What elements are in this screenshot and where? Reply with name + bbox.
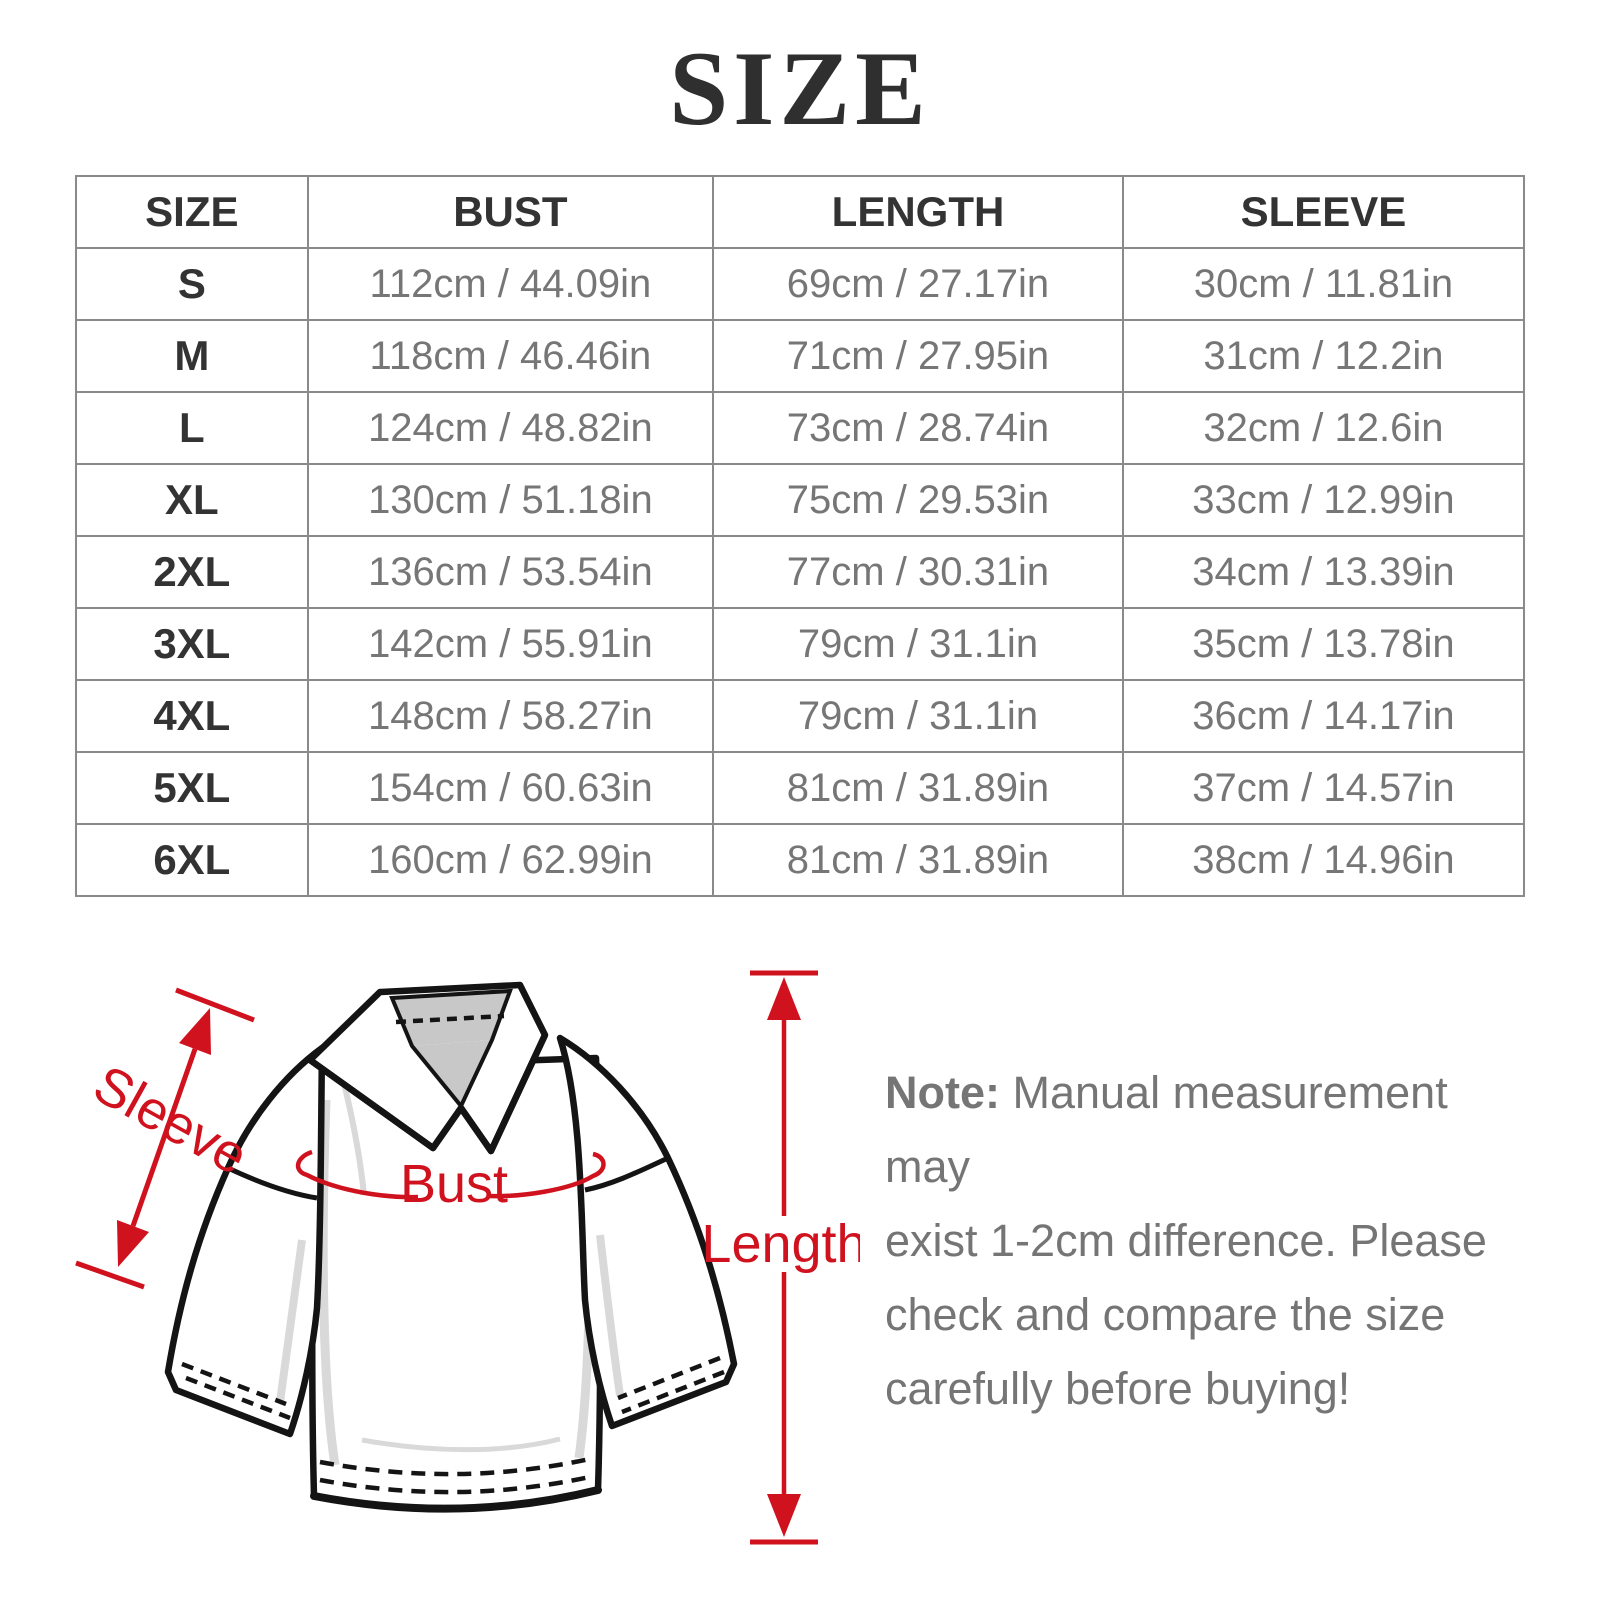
cell-bust: 118cm / 46.46in [306,319,715,393]
table-row: M 118cm / 46.46in 71cm / 27.95in 31cm / … [75,319,1526,393]
cell-size: 4XL [75,679,309,753]
shirt-left-sleeve [164,1044,326,1438]
length-measure-arrow [750,970,818,1545]
cell-bust: 160cm / 62.99in [306,823,715,897]
cell-sleeve: 35cm / 13.78in [1121,607,1526,681]
table-row: XL 130cm / 51.18in 75cm / 29.53in 33cm /… [75,463,1526,537]
column-header-sleeve: SLEEVE [1121,175,1526,249]
cell-length: 79cm / 31.1in [712,607,1124,681]
table-row: S 112cm / 44.09in 69cm / 27.17in 30cm / … [75,247,1526,321]
cell-length: 77cm / 30.31in [712,535,1124,609]
column-header-bust: BUST [306,175,715,249]
shirt-body [309,1054,604,1513]
sleeve-measure-arrow [75,987,255,1290]
cell-bust: 130cm / 51.18in [306,463,715,537]
cell-sleeve: 33cm / 12.99in [1121,463,1526,537]
cell-bust: 154cm / 60.63in [306,751,715,825]
cell-length: 79cm / 31.1in [712,679,1124,753]
length-label: Length [701,1214,860,1274]
cell-sleeve: 32cm / 12.6in [1121,391,1526,465]
note-label: Note: [885,1067,1000,1118]
cell-size: XL [75,463,309,537]
cell-bust: 142cm / 55.91in [306,607,715,681]
cell-size: S [75,247,309,321]
cell-sleeve: 37cm / 14.57in [1121,751,1526,825]
sleeve-label: Sleeve [84,1054,258,1187]
table-row: 5XL 154cm / 60.63in 81cm / 31.89in 37cm … [75,751,1526,825]
cell-size: M [75,319,309,393]
cell-length: 69cm / 27.17in [712,247,1124,321]
shirt-collar [306,981,549,1155]
table-row: 3XL 142cm / 55.91in 79cm / 31.1in 35cm /… [75,607,1526,681]
cell-length: 81cm / 31.89in [712,751,1124,825]
cell-bust: 136cm / 53.54in [306,535,715,609]
cell-size: 6XL [75,823,309,897]
cell-sleeve: 36cm / 14.17in [1121,679,1526,753]
column-header-length: LENGTH [712,175,1124,249]
page-title: SIZE [669,30,931,147]
cell-bust: 112cm / 44.09in [306,247,715,321]
table-row: L 124cm / 48.82in 73cm / 28.74in 32cm / … [75,391,1526,465]
size-table: SIZE BUST LENGTH SLEEVE S 112cm / 44.09i… [75,175,1526,897]
cell-sleeve: 34cm / 13.39in [1121,535,1526,609]
cell-sleeve: 30cm / 11.81in [1121,247,1526,321]
note-body: Manual measurement may exist 1-2cm diffe… [885,1067,1487,1414]
cell-length: 75cm / 29.53in [712,463,1124,537]
shirt-measurement-diagram: Sleeve Bust Length [75,970,860,1545]
cell-sleeve: 31cm / 12.2in [1121,319,1526,393]
table-row: 6XL 160cm / 62.99in 81cm / 31.89in 38cm … [75,823,1526,897]
bust-label: Bust [400,1154,508,1214]
cell-size: L [75,391,309,465]
cell-size: 5XL [75,751,309,825]
table-header-row: SIZE BUST LENGTH SLEEVE [75,175,1526,249]
table-row: 4XL 148cm / 58.27in 79cm / 31.1in 36cm /… [75,679,1526,753]
cell-sleeve: 38cm / 14.96in [1121,823,1526,897]
cell-length: 81cm / 31.89in [712,823,1124,897]
cell-size: 3XL [75,607,309,681]
cell-size: 2XL [75,535,309,609]
bust-measure-curve [295,1149,606,1200]
cell-length: 71cm / 27.95in [712,319,1124,393]
shirt-right-sleeve [556,1034,738,1430]
cell-length: 73cm / 28.74in [712,391,1124,465]
cell-bust: 124cm / 48.82in [306,391,715,465]
cell-bust: 148cm / 58.27in [306,679,715,753]
column-header-size: SIZE [75,175,309,249]
table-row: 2XL 136cm / 53.54in 77cm / 30.31in 34cm … [75,535,1526,609]
note-text: Note: Manual measurement may exist 1-2cm… [885,1056,1510,1426]
